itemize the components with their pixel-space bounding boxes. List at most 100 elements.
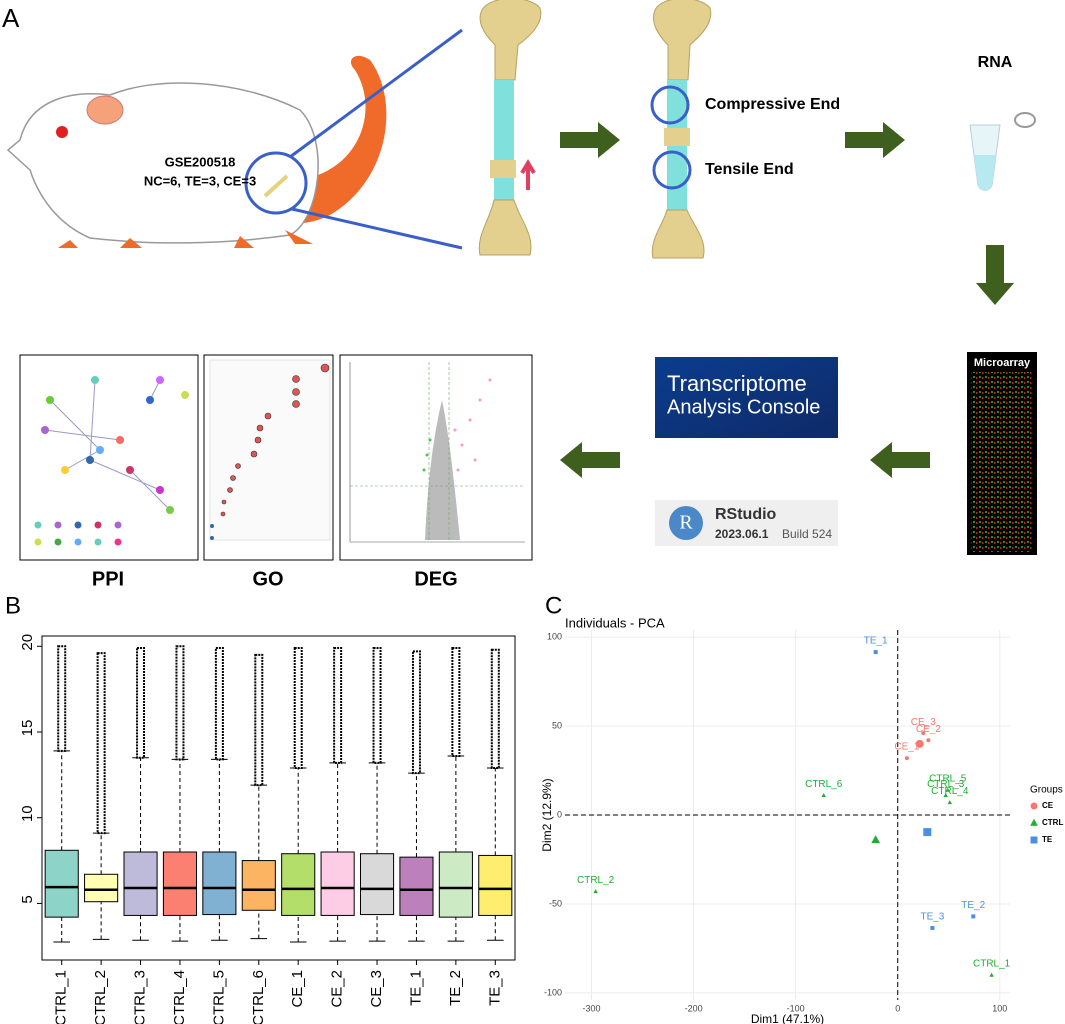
- outliers: [333, 647, 343, 764]
- legend-swatch: [1030, 836, 1038, 844]
- box: [44, 849, 79, 918]
- outliers: [96, 652, 106, 835]
- chart-title: Individuals - PCA: [565, 615, 665, 630]
- outliers: [372, 647, 382, 764]
- tensile-label: Tensile End: [705, 161, 794, 178]
- outliers: [214, 647, 224, 761]
- x-tick-label: TE_3: [486, 970, 503, 1006]
- point-label: CTRL_2: [577, 875, 615, 886]
- x-tick-label: -100: [787, 1003, 805, 1013]
- y-tick-label: 50: [552, 720, 562, 730]
- panel-label: A: [2, 3, 20, 33]
- box: [478, 854, 513, 916]
- x-axis-label: Dim1 (47.1%): [751, 1012, 824, 1024]
- rstudio-icon-letter: R: [679, 512, 693, 534]
- legend-label: CTRL: [1042, 818, 1063, 827]
- point: [947, 800, 952, 805]
- rat-illustration: [6, 28, 463, 250]
- outliers: [136, 647, 146, 759]
- point: [915, 739, 924, 748]
- legend-swatch: [1030, 818, 1038, 826]
- deg-thumbnail: [339, 354, 533, 561]
- point-label: CE_3: [911, 717, 936, 728]
- point-label: CTRL_1: [973, 959, 1011, 970]
- x-tick-label: TE_2: [447, 970, 464, 1006]
- point-label: CTRL_6: [805, 779, 843, 790]
- box: [241, 860, 276, 911]
- box: [438, 851, 473, 918]
- box: [202, 851, 237, 916]
- point: [904, 756, 909, 761]
- point: [921, 731, 926, 736]
- tube: [969, 112, 1036, 191]
- x-tick-label: CE_1: [289, 970, 306, 1008]
- y-axis-label: Dim2 (12.9%): [540, 778, 554, 851]
- box: [84, 873, 119, 903]
- arrows: [560, 122, 1014, 478]
- x-tick-label: -200: [685, 1003, 703, 1013]
- point-label: TE_3: [920, 912, 944, 923]
- x-tick-label: CTRL_5: [210, 970, 227, 1024]
- compressive-label: Compressive End: [705, 96, 840, 113]
- box: [123, 851, 158, 916]
- point: [930, 925, 935, 930]
- point: [945, 787, 950, 792]
- outliers: [411, 650, 421, 775]
- x-tick-label: CTRL_3: [132, 970, 149, 1024]
- x-tick-label: TE_1: [407, 970, 424, 1006]
- panel-label: C: [545, 592, 562, 619]
- y-tick-label: -100: [544, 987, 562, 997]
- point: [923, 828, 932, 837]
- box: [359, 853, 395, 916]
- output-label: DEG: [414, 568, 457, 590]
- point: [943, 793, 948, 798]
- x-tick-label: 100: [992, 1003, 1007, 1013]
- box: [162, 851, 198, 916]
- outliers: [57, 645, 67, 752]
- tac-title: Transcriptome: [667, 371, 807, 396]
- box-plot-frame: [41, 635, 516, 961]
- box: [281, 853, 316, 916]
- outliers: [451, 647, 461, 757]
- go-thumbnail: [203, 354, 334, 561]
- legend-title: Groups: [1030, 785, 1063, 796]
- outliers: [490, 648, 500, 770]
- rstudio-icon: [669, 506, 703, 540]
- output-label: PPI: [92, 568, 124, 590]
- x-tick-label: CTRL_6: [250, 970, 267, 1024]
- outliers: [293, 647, 303, 769]
- outliers: [254, 653, 264, 787]
- point: [989, 972, 994, 977]
- x-tick-label: CE_2: [329, 970, 346, 1008]
- output-label: GO: [252, 568, 283, 590]
- point-label: CTRL_5: [929, 774, 967, 785]
- point-label: CTRL_4: [931, 786, 969, 797]
- x-tick-label: CTRL_2: [92, 970, 109, 1024]
- point: [593, 889, 598, 894]
- x-tick-label: CTRL_1: [53, 970, 70, 1024]
- rna-label: RNA: [978, 54, 1013, 71]
- x-tick-label: 0: [895, 1003, 900, 1013]
- y-tick-label: 0: [557, 809, 562, 819]
- y-tick-label: 100: [547, 631, 562, 641]
- x-tick-label: CTRL_4: [171, 970, 188, 1024]
- rstudio-name: RStudio: [715, 506, 777, 523]
- point: [971, 914, 976, 919]
- point-label: CTRL_3: [927, 779, 965, 790]
- sample-counts: NC=6, TE=3, CE=3: [144, 173, 256, 188]
- bone-left: [478, 0, 542, 256]
- y-tick-label: -50: [549, 898, 562, 908]
- point: [873, 650, 878, 655]
- bone-right: [650, 0, 712, 259]
- y-tick-label: 5: [19, 895, 36, 903]
- legend-label: TE: [1042, 835, 1053, 844]
- outliers: [175, 645, 185, 761]
- tac-logo: [655, 357, 838, 438]
- point: [821, 793, 826, 798]
- ppi-thumbnail: [19, 354, 199, 561]
- x-tick-label: -300: [583, 1003, 601, 1013]
- point-label: TE_2: [961, 900, 985, 911]
- dataset-id: GSE200518: [165, 154, 236, 169]
- y-tick-label: 20: [19, 634, 36, 651]
